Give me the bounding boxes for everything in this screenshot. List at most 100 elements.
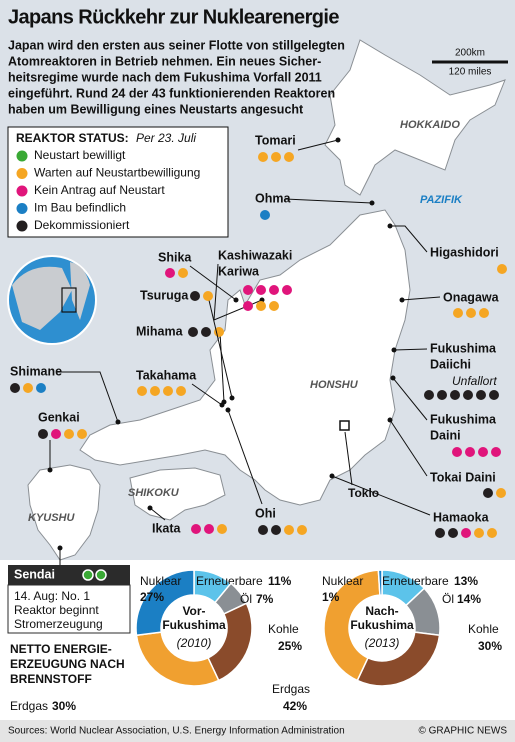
legend-swatch xyxy=(16,220,28,232)
slice-value: 42% xyxy=(283,699,307,713)
hokkaido xyxy=(324,39,506,196)
reactor-dot xyxy=(284,152,294,162)
site-name: Fukushima xyxy=(430,412,497,426)
intro-line: heitsregime wurde nach dem Fukushima Vor… xyxy=(8,70,322,84)
site-name: Daini xyxy=(430,428,461,442)
slice-name: Kohle xyxy=(468,622,499,636)
reactor-dot xyxy=(243,301,253,311)
legend-date: Per 23. Juli xyxy=(136,131,196,145)
site-name: Shika xyxy=(158,250,192,264)
reactor-dot xyxy=(214,327,224,337)
slice-value: 30% xyxy=(478,639,502,653)
site-name: Ikata xyxy=(152,521,182,535)
reactor-dot xyxy=(479,308,489,318)
honshu xyxy=(79,209,411,506)
reactor-dot xyxy=(258,525,268,535)
reactor-dot xyxy=(260,210,270,220)
reactor-dot xyxy=(201,327,211,337)
reactor-dot xyxy=(478,447,488,457)
leader-line xyxy=(284,198,373,204)
legend-swatch xyxy=(16,203,28,214)
site-location xyxy=(329,473,335,479)
donut-title: Vor- xyxy=(182,604,205,618)
sources: Sources: World Nuclear Association, U.S.… xyxy=(8,726,345,737)
slice-value: 30% xyxy=(52,699,76,713)
slice-name: Kohle xyxy=(268,622,299,636)
reactor-dot xyxy=(497,264,507,274)
reactor-dot xyxy=(38,429,48,439)
site-note: Unfallort xyxy=(452,374,497,388)
shikoku xyxy=(129,467,226,521)
reactor-dot xyxy=(23,383,33,393)
reactor-dot xyxy=(465,447,475,457)
site-location xyxy=(399,297,405,303)
site-name: Tomari xyxy=(255,133,296,147)
slice-value: 14% xyxy=(457,592,481,606)
reactor-dot xyxy=(269,301,279,311)
donut-title: Nach- xyxy=(365,604,398,618)
sendai-note: 14. Aug: No. 1 xyxy=(14,589,90,603)
reactor-dot xyxy=(10,383,20,393)
leader-line xyxy=(297,139,339,151)
legend-label: Neustart bewilligt xyxy=(34,148,126,162)
footer-bar xyxy=(0,720,515,742)
kyushu xyxy=(27,464,101,561)
reactor-dot xyxy=(476,390,486,400)
leader-line xyxy=(390,225,428,253)
leader-line xyxy=(149,507,166,521)
legend-label: Dekommissioniert xyxy=(34,218,130,232)
leader-line xyxy=(344,431,353,486)
reactor-dot xyxy=(450,390,460,400)
site-name: Mihama xyxy=(136,324,184,338)
reactor-dot xyxy=(437,390,447,400)
globe-land xyxy=(12,266,72,330)
reactor-dot xyxy=(256,285,266,295)
reactor-dot xyxy=(448,528,458,538)
reactor-dot xyxy=(176,386,186,396)
reactor-dot xyxy=(217,524,227,534)
reactor-dot xyxy=(256,301,266,311)
slice-name: Erneuerbare xyxy=(196,574,263,588)
reactor-dot xyxy=(36,383,46,393)
site-name: Hamaoka xyxy=(433,510,490,524)
reactor-dot xyxy=(284,525,294,535)
site-name: Genkai xyxy=(38,410,80,424)
reactor-dot xyxy=(165,268,175,278)
reactor-dot xyxy=(452,447,462,457)
legend-box xyxy=(7,126,229,238)
region-label: PAZIFIK xyxy=(420,194,463,206)
slice-name: Erdgas xyxy=(10,699,48,713)
tokyo-marker xyxy=(339,420,350,431)
leader-line xyxy=(401,296,441,301)
reactor-dot xyxy=(483,488,493,498)
reactor-dot xyxy=(489,390,499,400)
reactor-dot xyxy=(191,524,201,534)
legend-label: Kein Antrag auf Neustart xyxy=(34,183,165,197)
site-name: Kariwa xyxy=(218,264,260,278)
energy-title: ERZEUGUNG NACH xyxy=(10,657,125,671)
site-name: Kashiwazaki xyxy=(218,248,292,262)
site-location xyxy=(391,347,397,353)
site-name: Tokai Daini xyxy=(430,470,496,484)
donut-title: Fukushima xyxy=(350,618,414,632)
legend-swatch xyxy=(16,150,28,162)
reactor-dot xyxy=(64,429,74,439)
site-name: Takahama xyxy=(136,368,197,382)
region-label: SHIKOKU xyxy=(128,487,180,499)
site-location xyxy=(221,399,227,405)
reactor-dot xyxy=(496,488,506,498)
intro: Japan wird den ersten aus seiner Flotte … xyxy=(8,38,345,116)
reactor-dot xyxy=(491,447,501,457)
region-label: KYUSHU xyxy=(28,512,76,524)
site-location xyxy=(390,375,396,381)
slice-value: 13% xyxy=(454,574,478,588)
site-location xyxy=(225,407,231,413)
leader-line xyxy=(56,371,119,423)
leader-line xyxy=(392,377,428,421)
leader-line xyxy=(191,383,223,406)
scale-km: 200km xyxy=(455,48,485,59)
reactor-dot xyxy=(204,524,214,534)
reactor-dot xyxy=(163,386,173,396)
